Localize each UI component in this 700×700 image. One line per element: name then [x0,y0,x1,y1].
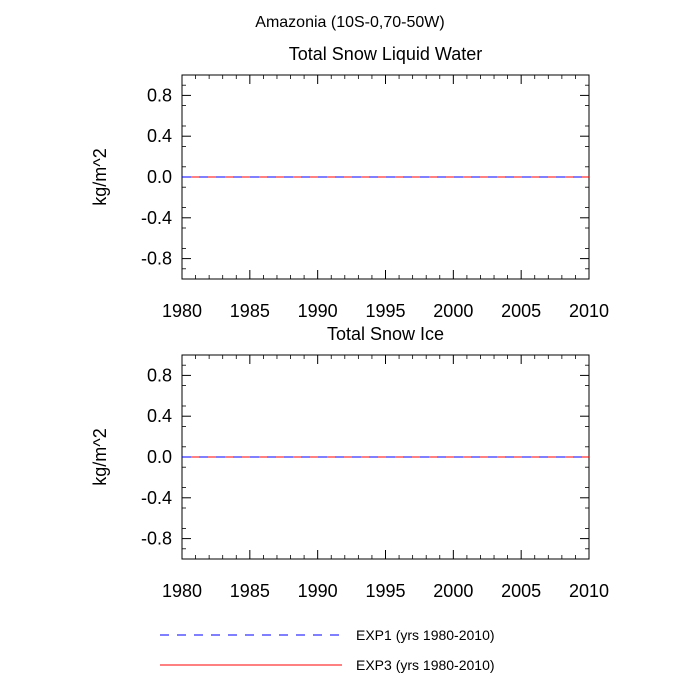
y-tick-label: -0.8 [141,249,172,269]
y-tick-label: 0.0 [147,167,172,187]
panel-total-snow-ice: Total Snow Ice 1980 1985 1990 1995 2000 2005 20… [90,324,609,601]
y-tick-label: -0.8 [141,529,172,549]
legend-label-exp3: EXP3 (yrs 1980-2010) [356,657,495,673]
panel-title: Total Snow Liquid Water [289,44,482,64]
x-tick-label: 1990 [298,301,338,321]
x-tick-label: 2005 [501,301,541,321]
y-tick-label: 0.0 [147,447,172,467]
y-tick-label: 0.4 [147,126,172,146]
y-tick-label: -0.4 [141,208,172,228]
y-tick-label: 0.8 [147,365,172,385]
figure-title: Amazonia (10S-0,70-50W) [255,14,444,31]
x-tick-label: 1995 [365,301,405,321]
x-tick-label: 1995 [365,581,405,601]
y-tick-label: 0.8 [147,85,172,105]
x-tick-label: 2005 [501,581,541,601]
y-tick-label: 0.4 [147,406,172,426]
x-tick-label: 2000 [433,581,473,601]
x-tick-label: 1980 [162,301,202,321]
x-tick-label: 1990 [298,581,338,601]
x-tick-label: 1985 [230,581,270,601]
panel-title: Total Snow Ice [327,324,444,344]
x-tick-label: 2010 [569,581,609,601]
legend: EXP1 (yrs 1980-2010) EXP3 (yrs 1980-2010… [160,627,495,673]
panel-total-snow-liquid-water: Total Snow Liquid Water 1980 1985 1990 1995 2… [90,44,609,321]
y-tick-label: -0.4 [141,488,172,508]
x-tick-label: 2010 [569,301,609,321]
y-axis-label: kg/m^2 [90,148,110,205]
x-tick-label: 2000 [433,301,473,321]
x-tick-label: 1985 [230,301,270,321]
x-tick-label: 1980 [162,581,202,601]
legend-label-exp1: EXP1 (yrs 1980-2010) [356,627,495,643]
y-axis-label: kg/m^2 [90,428,110,485]
